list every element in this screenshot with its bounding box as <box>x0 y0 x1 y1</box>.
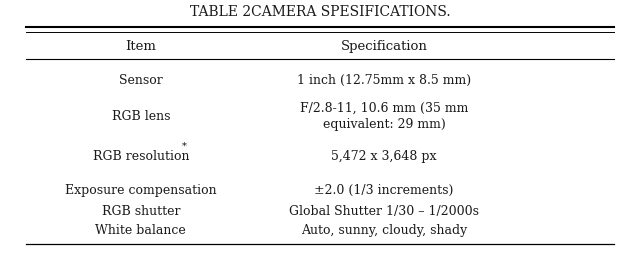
Text: F/2.8-11, 10.6 mm (35 mm
equivalent: 29 mm): F/2.8-11, 10.6 mm (35 mm equivalent: 29 … <box>300 101 468 132</box>
Text: Global Shutter 1/30 – 1/2000s: Global Shutter 1/30 – 1/2000s <box>289 205 479 218</box>
Text: RGB lens: RGB lens <box>111 110 170 123</box>
Text: 5,472 x 3,648 px: 5,472 x 3,648 px <box>332 150 436 163</box>
Text: ±2.0 (1/3 increments): ±2.0 (1/3 increments) <box>314 184 454 197</box>
Text: Auto, sunny, cloudy, shady: Auto, sunny, cloudy, shady <box>301 224 467 237</box>
Text: TABLE 2CAMERA SPESIFICATIONS.: TABLE 2CAMERA SPESIFICATIONS. <box>189 5 451 18</box>
Text: 1 inch (12.75mm x 8.5 mm): 1 inch (12.75mm x 8.5 mm) <box>297 74 471 87</box>
Text: Specification: Specification <box>340 40 428 52</box>
Text: White balance: White balance <box>95 224 186 237</box>
Text: RGB resolution: RGB resolution <box>93 150 189 163</box>
Text: Item: Item <box>125 40 156 52</box>
Text: RGB shutter: RGB shutter <box>102 205 180 218</box>
Text: *: * <box>182 141 187 151</box>
Text: Exposure compensation: Exposure compensation <box>65 184 216 197</box>
Text: Sensor: Sensor <box>119 74 163 87</box>
